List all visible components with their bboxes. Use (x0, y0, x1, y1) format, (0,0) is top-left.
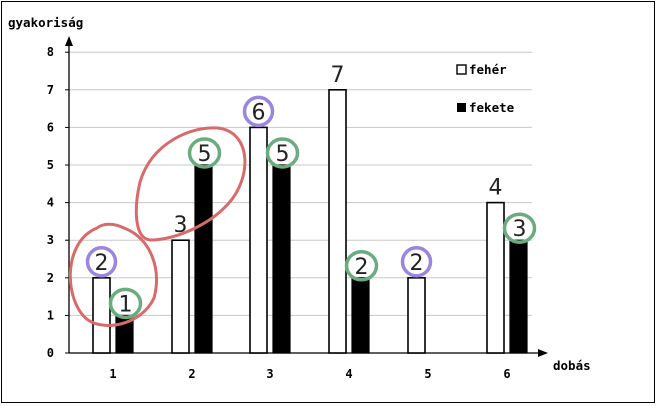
x-tick-label: 5 (424, 367, 431, 381)
handwritten-value-white: 7 (331, 63, 345, 88)
bar-black (194, 164, 213, 354)
annotation-circle-green (108, 287, 143, 320)
y-tick-label: 3 (47, 233, 54, 247)
bar-black (272, 164, 291, 354)
legend: fehér fekete (456, 62, 515, 115)
bar-white (92, 276, 111, 354)
y-tick-label: 4 (47, 196, 54, 210)
handwritten-value-black: 3 (513, 217, 527, 242)
bar-black (351, 277, 370, 354)
bar-black (509, 239, 528, 354)
handwritten-value-white: 2 (95, 251, 109, 276)
x-axis-arrow (538, 349, 548, 357)
y-axis-arrow (65, 36, 73, 46)
annotation-circle-purple (400, 246, 433, 278)
handwritten-value-white: 2 (410, 251, 424, 276)
handwritten-value-white: 6 (252, 100, 266, 125)
y-tick-label: 6 (47, 120, 54, 134)
x-tick-label: 4 (345, 367, 352, 381)
bar-white (249, 126, 268, 354)
y-tick-label: 8 (47, 45, 54, 59)
handwritten-value-black: 5 (276, 142, 290, 167)
y-tick-label: 7 (47, 83, 54, 97)
annotation-circle-green (187, 137, 222, 169)
legend-label-white: fehér (469, 62, 507, 77)
handwritten-value-white: 3 (174, 213, 188, 238)
annotation-circle-purple (85, 246, 118, 278)
x-tick-label: 1 (109, 367, 116, 381)
x-tick-label: 2 (188, 367, 195, 381)
annotation-circle-purple (242, 95, 275, 128)
annotation-loop-red (134, 126, 247, 242)
legend-swatch-white (456, 64, 467, 75)
x-axis-title: dobás (553, 358, 591, 373)
bar-white (328, 89, 347, 354)
legend-swatch-black (457, 103, 466, 112)
handwritten-value-black: 5 (198, 142, 212, 167)
annotation-circle-green (502, 212, 537, 244)
y-tick-label: 0 (47, 346, 54, 360)
y-tick-label: 1 (47, 308, 54, 322)
x-tick-label: 6 (503, 367, 510, 381)
annotation-loop-red (68, 222, 158, 327)
annotation-circle-green (344, 250, 379, 282)
x-tick-label: 3 (266, 367, 273, 381)
handwritten-value-white: 4 (489, 176, 503, 201)
handwritten-value-black: 1 (119, 292, 133, 317)
bar-white (407, 276, 426, 354)
legend-label-black: fekete (469, 100, 515, 115)
annotation-circle-green (265, 137, 300, 169)
y-tick-label: 5 (47, 158, 54, 172)
bar-white (486, 201, 505, 354)
bar-white (171, 239, 190, 354)
y-axis-title: gyakoriság (8, 15, 83, 30)
handwritten-value-black: 2 (355, 255, 369, 280)
y-tick-label: 2 (47, 271, 54, 285)
